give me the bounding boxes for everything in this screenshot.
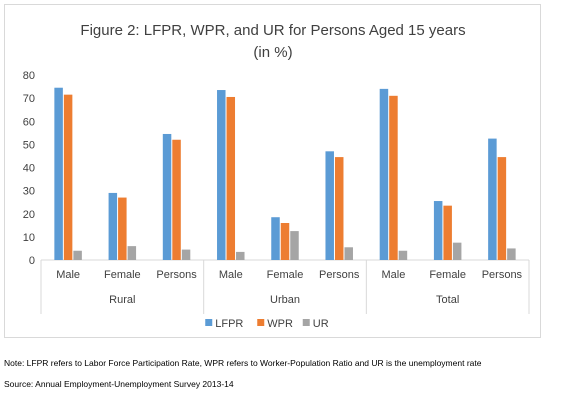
x-group-label: Total bbox=[436, 294, 459, 306]
bar-wpr bbox=[443, 205, 452, 260]
bar-chart: Figure 2: LFPR, WPR, and UR for Persons … bbox=[23, 22, 530, 330]
bar-ur bbox=[73, 250, 82, 260]
source-note: Source: Annual Employment-Unemployment S… bbox=[4, 379, 234, 389]
y-tick-label: 10 bbox=[23, 232, 35, 244]
chart-title-line-2: (in %) bbox=[253, 44, 292, 61]
x-category-label: Male bbox=[382, 269, 406, 281]
bar-wpr bbox=[389, 95, 398, 260]
bar-ur bbox=[398, 250, 408, 260]
y-tick-label: 30 bbox=[23, 186, 35, 198]
legend-label-ur: UR bbox=[313, 318, 329, 330]
bar-wpr bbox=[172, 139, 181, 260]
y-tick-label: 60 bbox=[23, 116, 35, 128]
y-tick-label: 50 bbox=[23, 139, 35, 151]
bar-lfpr bbox=[433, 201, 443, 260]
legend-swatch-wpr bbox=[257, 319, 265, 326]
bar-wpr bbox=[118, 197, 127, 260]
y-tick-label: 40 bbox=[23, 163, 35, 175]
bar-ur bbox=[344, 247, 353, 260]
footnote: Note: LFPR refers to Labor Force Partici… bbox=[4, 358, 482, 368]
bar-lfpr bbox=[325, 151, 334, 260]
x-category-label: Male bbox=[219, 269, 243, 281]
bar-lfpr bbox=[271, 217, 280, 260]
bar-lfpr bbox=[217, 90, 226, 260]
x-category-label: Persons bbox=[319, 269, 360, 281]
x-category-label: Female bbox=[429, 269, 466, 281]
y-tick-label: 20 bbox=[23, 209, 35, 221]
bar-lfpr bbox=[162, 133, 172, 260]
bar-lfpr bbox=[54, 87, 63, 260]
axis-layer: 0 10 20 30 40 50 60 70 80 Male Female Persons Male Fe… bbox=[23, 70, 530, 314]
x-category-label: Female bbox=[104, 269, 141, 281]
chart-frame: Figure 2: LFPR, WPR, and UR for Persons … bbox=[4, 4, 541, 338]
bar-ur bbox=[127, 246, 137, 260]
legend-swatch-lfpr bbox=[205, 319, 213, 326]
y-tick-label: 0 bbox=[29, 255, 35, 267]
y-tick-label: 70 bbox=[23, 93, 35, 105]
bar-wpr bbox=[63, 94, 73, 260]
x-group-label: Urban bbox=[270, 294, 300, 306]
bar-ur bbox=[236, 251, 245, 260]
bar-ur bbox=[452, 242, 462, 260]
x-category-label: Male bbox=[56, 269, 80, 281]
legend-swatch-ur bbox=[302, 319, 310, 326]
bar-lfpr bbox=[379, 88, 389, 260]
x-category-label: Persons bbox=[156, 269, 197, 281]
bar-wpr bbox=[497, 157, 507, 260]
x-group-label: Rural bbox=[109, 294, 135, 306]
y-tick-label: 80 bbox=[23, 70, 35, 82]
legend: LFPR WPR UR bbox=[205, 318, 329, 330]
bars-layer bbox=[54, 87, 516, 260]
legend-label-lfpr: LFPR bbox=[215, 318, 243, 330]
bar-lfpr bbox=[488, 138, 497, 260]
bar-wpr bbox=[334, 157, 344, 260]
x-category-label: Female bbox=[267, 269, 304, 281]
x-category-label: Persons bbox=[482, 269, 523, 281]
bar-ur bbox=[290, 231, 299, 260]
legend-label-wpr: WPR bbox=[267, 318, 293, 330]
bar-lfpr bbox=[108, 192, 118, 260]
bar-ur bbox=[507, 248, 516, 260]
bar-ur bbox=[181, 249, 191, 260]
chart-title-line-1: Figure 2: LFPR, WPR, and UR for Persons … bbox=[80, 22, 465, 39]
bar-wpr bbox=[226, 96, 236, 260]
bar-wpr bbox=[280, 223, 290, 260]
